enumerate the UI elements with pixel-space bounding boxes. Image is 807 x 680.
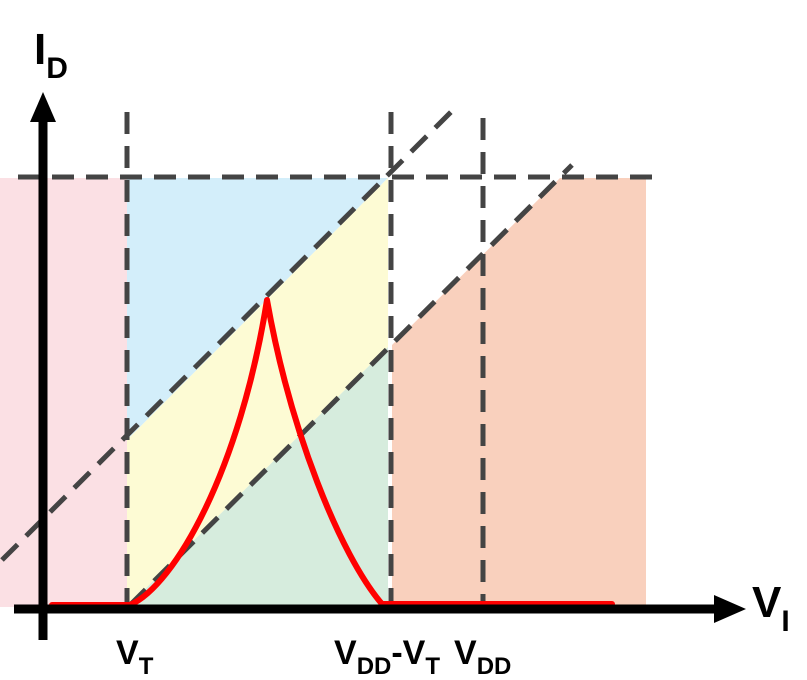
y-axis-arrowhead: [30, 92, 56, 122]
vdd-minus-vt-tick-label: VDD-VT: [334, 634, 440, 680]
region-between-diagonals: [127, 178, 388, 607]
x-axis-arrowhead: [714, 595, 746, 623]
y-axis-label: ID: [34, 25, 68, 85]
cutoff-region-left: [0, 178, 127, 607]
axes: [14, 92, 746, 640]
vt-tick-label: VT: [116, 634, 154, 680]
cutoff-region-right: [392, 178, 646, 607]
vdd-tick-label: VDD: [454, 634, 511, 680]
drain-current-curve: [49, 297, 615, 608]
upper-diagonal-line: [0, 108, 455, 562]
lower-diagonal-line: [128, 163, 574, 607]
dashed-guides: [0, 108, 658, 612]
x-axis-label: VI: [752, 578, 790, 638]
